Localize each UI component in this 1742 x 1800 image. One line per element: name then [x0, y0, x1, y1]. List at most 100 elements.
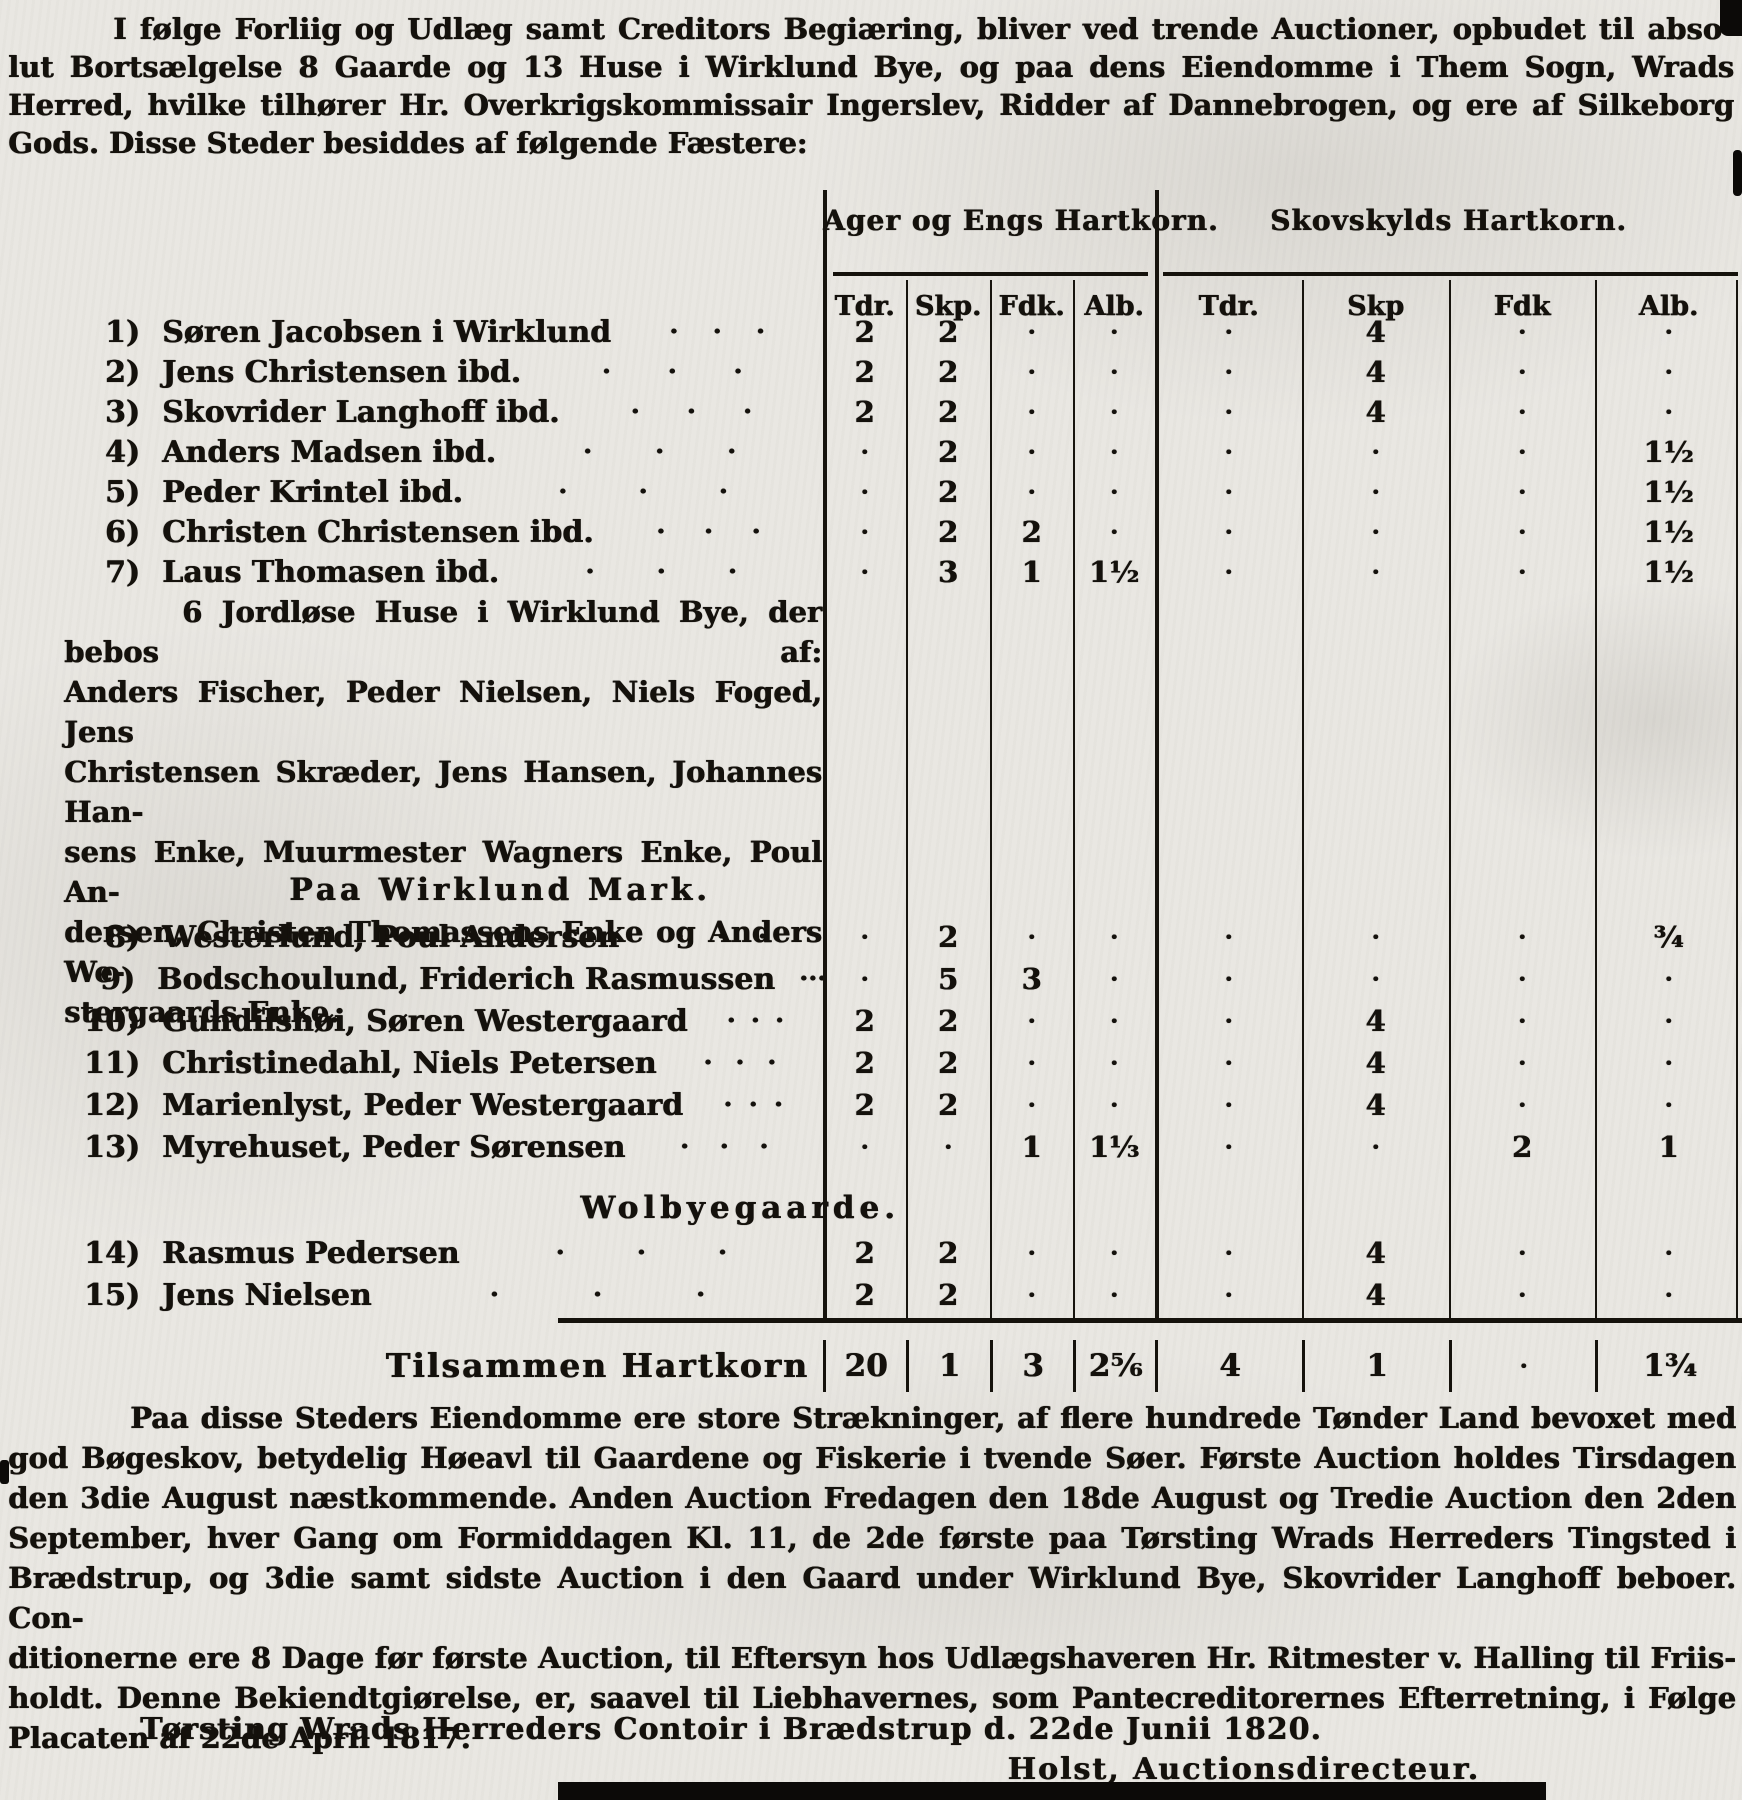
hartkorn-value: ·: [860, 922, 869, 951]
hartkorn-value: ·: [860, 1132, 869, 1161]
tenant-name: Skovrider Langhoff ibd.: [162, 394, 560, 430]
hartkorn-value: ·: [1224, 1238, 1233, 1267]
hartkorn-value: 1½: [1643, 555, 1694, 589]
scan-artifact-bottom-bar: [558, 1782, 1546, 1800]
row-number: 5): [104, 474, 140, 510]
tenant-name: Jens Nielsen: [162, 1277, 372, 1313]
row-number: 10): [84, 1003, 140, 1039]
group-header-ager-engs-hartkorn: Ager og Engs Hartkorn.: [823, 204, 1219, 237]
row-number: 4): [104, 434, 140, 470]
hartkorn-value: ·: [1027, 1006, 1036, 1035]
hartkorn-value: ·: [1517, 477, 1527, 506]
hartkorn-value: ·: [1109, 964, 1119, 993]
rows-wolbyegaarde: 14) Rasmus Pedersen · · · 2 2 · · · 4 · · 15) Jens Nie…: [0, 1232, 1742, 1316]
hartkorn-value: ·: [943, 1132, 953, 1161]
hartkorn-value: ·: [1517, 964, 1527, 993]
hartkorn-value: ·: [1224, 964, 1233, 993]
rows-wirklund-mark: 8) Westerlund, Poul Andersen · · · · 2 · · · · · ¾ 9)…: [0, 916, 1742, 1168]
row-name-cell: 11) Christinedahl, Niels Petersen · · ·: [0, 1042, 823, 1084]
hartkorn-value: ·: [1664, 1280, 1673, 1309]
row-name-cell: 8) Westerlund, Poul Andersen · · ·: [0, 916, 823, 958]
outro-line: den 3die August næstkommende. Anden Auct…: [8, 1481, 1736, 1515]
tenant-name: Laus Thomasen ibd.: [162, 554, 500, 590]
table-row: 1) Søren Jacobsen i Wirklund · · · 2 2 · · · 4 · ·: [0, 312, 1742, 352]
hartkorn-value: ·: [1224, 397, 1233, 426]
row-number: 2): [104, 354, 140, 390]
dot-leader: ···: [558, 477, 728, 507]
hartkorn-value: ·: [1371, 477, 1380, 506]
hartkorn-value: ·: [1109, 437, 1119, 466]
total-value: 4: [1155, 1340, 1302, 1392]
hartkorn-value: 1½: [1088, 555, 1140, 589]
hartkorn-value: ·: [1027, 437, 1036, 466]
hartkorn-value: ·: [1664, 1048, 1673, 1077]
column-header-tdr: Tdr.: [834, 291, 895, 322]
hartkorn-value: 4: [1365, 315, 1386, 349]
tenant-name: Westerlund, Poul Andersen: [162, 919, 620, 955]
hartkorn-value: ·: [1109, 317, 1119, 346]
row-number: 8): [104, 919, 140, 955]
dot-leader: ···: [679, 1132, 769, 1162]
hartkorn-value: ·: [1517, 557, 1527, 586]
row-number: 9): [99, 961, 136, 997]
row-name-cell: 10) Gundilshøi, Søren Westergaard · · ·: [0, 1000, 823, 1042]
hartkorn-value: ·: [1517, 437, 1527, 466]
note-line: 6 Jordløse Huse i Wirklund Bye, der bebo…: [64, 595, 822, 669]
hartkorn-value: ·: [1517, 517, 1527, 546]
hartkorn-value: ·: [1027, 1238, 1036, 1267]
hartkorn-value: ·: [1664, 357, 1673, 386]
hartkorn-value: ·: [1224, 1090, 1233, 1119]
hartkorn-value: 2: [937, 1236, 959, 1270]
hartkorn-value: 2: [937, 435, 959, 469]
column-header-fdk: Fdk.: [998, 291, 1065, 322]
row-number: 3): [104, 394, 140, 430]
hartkorn-value: ·: [1664, 1006, 1673, 1035]
total-value: 1¾: [1595, 1340, 1742, 1392]
hartkorn-value: ·: [1109, 922, 1119, 951]
column-header-alb: Alb.: [1084, 291, 1144, 322]
total-label: Tilsammen Hartkorn: [385, 1346, 809, 1385]
hartkorn-value: ·: [1664, 397, 1673, 426]
hartkorn-value: ·: [1224, 477, 1233, 506]
dot-leader: ···: [726, 1006, 784, 1036]
row-name-cell: 5) Peder Krintel ibd. · · ·: [0, 472, 823, 512]
hartkorn-value: ·: [1664, 1090, 1673, 1119]
hartkorn-value: ·: [1371, 964, 1380, 993]
hartkorn-value: ·: [1109, 397, 1119, 426]
row-name-cell: 4) Anders Madsen ibd. · · ·: [0, 432, 823, 472]
tenant-name: Gundilshøi, Søren Westergaard: [162, 1003, 688, 1039]
hartkorn-value: ·: [1109, 517, 1119, 546]
intro-line: lut Bortsælgelse 8 Gaarde og 13 Huse i W…: [8, 50, 1734, 84]
hartkorn-value: ·: [1517, 1006, 1527, 1035]
hartkorn-value: 2: [937, 395, 959, 429]
dot-leader: ···: [630, 397, 752, 427]
hartkorn-value: 2: [854, 395, 875, 429]
row-name-cell: 3) Skovrider Langhoff ibd. · · ·: [0, 392, 823, 432]
row-number: 11): [84, 1045, 140, 1081]
outro-line: god Bøgeskov, betydelig Høeavl til Gaard…: [8, 1441, 1736, 1475]
row-number: 13): [84, 1129, 140, 1165]
hartkorn-value: ·: [1224, 1280, 1233, 1309]
outro-line: September, hver Gang om Formiddagen Kl. …: [8, 1521, 1736, 1555]
table-row: 15) Jens Nielsen · · · 2 2 · · · 4 · ·: [0, 1274, 1742, 1316]
section-heading-wirklund-mark: Paa Wirklund Mark.: [289, 872, 711, 908]
hartkorn-value: ·: [1224, 1132, 1233, 1161]
hartkorn-value: 3: [1021, 962, 1042, 996]
hartkorn-value: 1½: [1643, 435, 1694, 469]
hartkorn-value: 2: [854, 1088, 875, 1122]
column-header-fdk: Fdk: [1493, 291, 1551, 322]
hartkorn-value: ·: [1027, 397, 1036, 426]
tenant-name: Myrehuset, Peder Sørensen: [162, 1129, 626, 1165]
rows-wirklund-bye: 1) Søren Jacobsen i Wirklund · · · 2 2 · · · 4 · · 2)…: [0, 312, 1742, 592]
note-line: Anders Fischer, Peder Nielsen, Niels Fog…: [64, 675, 822, 749]
hartkorn-value: 5: [937, 962, 959, 996]
table-rule-column: [1302, 280, 1304, 1320]
hartkorn-value: ·: [1517, 317, 1527, 346]
hartkorn-value: ·: [1109, 1048, 1119, 1077]
total-rule: [558, 1318, 1742, 1323]
scan-artifact-right-edge: [1733, 150, 1742, 196]
hartkorn-value: 4: [1365, 1088, 1386, 1122]
tenant-name: Rasmus Pedersen: [162, 1235, 460, 1271]
hartkorn-value: 2: [937, 1278, 959, 1312]
